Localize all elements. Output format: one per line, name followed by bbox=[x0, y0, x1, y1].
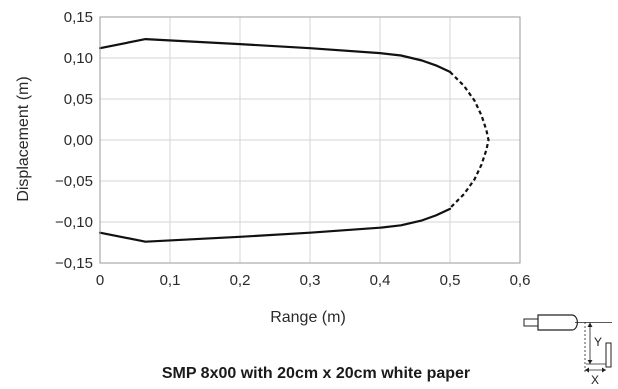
sensor-diagram: Y X bbox=[523, 314, 612, 387]
sensor-connector-icon bbox=[523, 318, 539, 327]
x-tick-label: 0,5 bbox=[440, 272, 461, 289]
y-axis-label: Displacement (m) bbox=[15, 76, 32, 201]
x-axis-label: Range (m) bbox=[270, 309, 346, 326]
series-lines bbox=[98, 38, 490, 243]
series-line-3 bbox=[98, 207, 452, 243]
y-tick-label: −0,15 bbox=[55, 255, 93, 272]
y-tick-labels: 0,15 0,10 0,05 0,00 −0,05 −0,10 −0,15 bbox=[55, 9, 93, 272]
chart-caption: SMP 8x00 with 20cm x 20cm white paper bbox=[162, 365, 470, 382]
y-tick-label: −0,05 bbox=[55, 173, 93, 190]
y-tick-label: 0,05 bbox=[64, 91, 93, 108]
x-tick-label: 0,6 bbox=[510, 272, 531, 289]
y-tick-label: 0,10 bbox=[64, 50, 93, 67]
plot-frame bbox=[99, 16, 521, 264]
series-line-1 bbox=[98, 38, 452, 73]
inset-x-label: X bbox=[591, 373, 599, 387]
x-tick-label: 0,4 bbox=[370, 272, 391, 289]
x-tick-label: 0,1 bbox=[160, 272, 181, 289]
x-tick-label: 0,3 bbox=[300, 272, 321, 289]
series-line-2 bbox=[449, 71, 490, 209]
y-tick-label: 0,15 bbox=[64, 9, 93, 26]
x-tick-label: 0,2 bbox=[230, 272, 251, 289]
x-tick-label: 0 bbox=[96, 272, 104, 289]
y-tick-label: 0,00 bbox=[64, 132, 93, 149]
target-plate-icon bbox=[605, 342, 612, 368]
sensor-body-icon bbox=[537, 314, 578, 331]
y-tick-label: −0,10 bbox=[55, 214, 93, 231]
grid-lines bbox=[99, 16, 521, 264]
x-tick-labels: 0 0,1 0,2 0,3 0,4 0,5 0,6 bbox=[96, 272, 531, 289]
inset-y-label: Y bbox=[594, 335, 602, 349]
